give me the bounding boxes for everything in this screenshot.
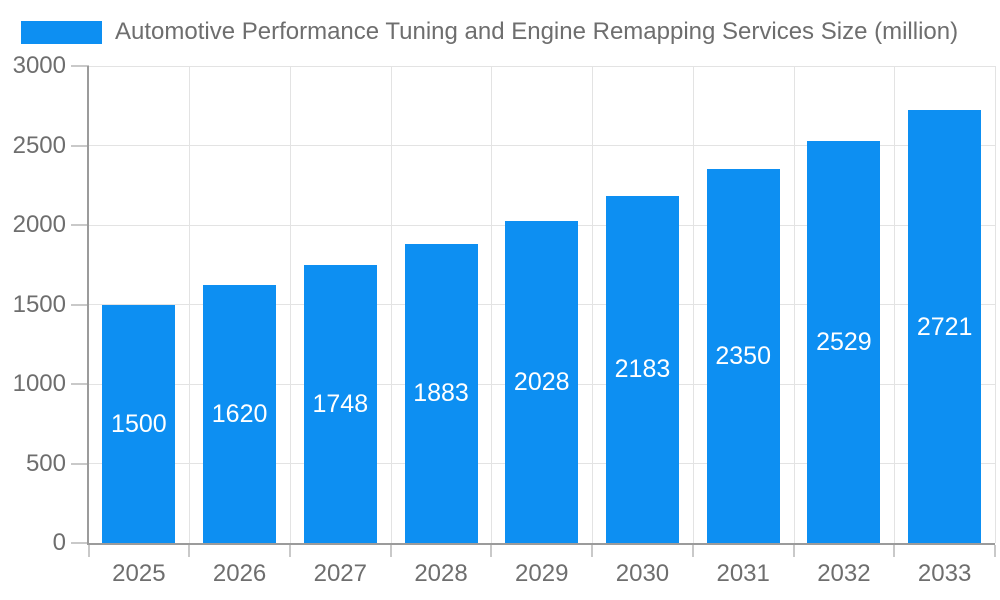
bar-value-label: 2721 [916, 312, 973, 341]
y-axis-label: 500 [25, 449, 66, 477]
bar-2029[interactable] [505, 220, 579, 543]
x-tick [188, 545, 190, 557]
y-tick [71, 224, 89, 226]
bar-value-label: 2529 [816, 327, 872, 356]
x-tick [88, 545, 90, 557]
y-tick [71, 383, 89, 385]
y-axis-label: 2000 [12, 211, 66, 238]
x-gridline [893, 66, 895, 543]
x-tick [692, 545, 694, 557]
x-axis-line [86, 543, 995, 545]
x-tick [591, 545, 593, 557]
bar-value-label: 1883 [413, 379, 469, 408]
bar-2028[interactable] [404, 243, 478, 543]
x-gridline [793, 66, 795, 543]
bar-value-label: 2350 [715, 342, 771, 371]
bar-2026[interactable] [203, 285, 277, 543]
y-tick [71, 542, 89, 544]
x-axis-label: 2031 [716, 560, 770, 587]
y-axis-label: 0 [52, 529, 66, 556]
x-axis-label: 2029 [515, 560, 569, 587]
bar-2025[interactable] [102, 304, 176, 543]
y-axis-label: 3000 [12, 52, 66, 79]
x-axis-label: 2032 [817, 560, 871, 587]
x-tick [490, 545, 492, 557]
y-axis-label: 1500 [12, 290, 66, 318]
y-tick [71, 462, 89, 465]
bar-value-label: 2183 [614, 355, 671, 384]
x-gridline [994, 66, 996, 543]
bar-2031[interactable] [706, 169, 780, 543]
y-tick [71, 65, 89, 67]
bar-value-label: 2028 [513, 367, 570, 396]
bar-2030[interactable] [605, 195, 679, 543]
y-tick [71, 303, 89, 306]
legend-item[interactable]: Automotive Performance Tuning and Engine… [21, 18, 958, 46]
x-gridline [289, 66, 291, 543]
x-tick [390, 545, 392, 557]
x-axis-label: 2026 [212, 560, 267, 587]
bar-value-label: 1500 [111, 409, 167, 438]
x-tick [793, 545, 795, 557]
legend-label: Automotive Performance Tuning and Engine… [115, 18, 959, 45]
x-axis-label: 2028 [414, 560, 468, 587]
y-axis-line [86, 66, 89, 543]
x-tick [994, 545, 996, 557]
y-axis-label: 1000 [12, 370, 66, 397]
x-gridline [490, 66, 492, 543]
x-gridline [188, 66, 190, 543]
y-axis-label: 2500 [12, 131, 66, 159]
x-axis-label: 2030 [615, 560, 670, 587]
x-axis-label: 2027 [313, 560, 367, 587]
bar-2033[interactable] [908, 110, 982, 543]
x-gridline [591, 66, 593, 543]
x-gridline [390, 66, 392, 543]
bar-value-label: 1748 [312, 390, 369, 419]
x-gridline [692, 66, 694, 543]
bar-value-label: 1620 [211, 400, 268, 429]
y-gridline [88, 145, 995, 146]
y-tick [71, 144, 89, 147]
x-tick [893, 545, 895, 557]
bar-2027[interactable] [303, 265, 377, 543]
x-axis-label: 2033 [917, 560, 972, 587]
x-tick [289, 545, 291, 557]
bar-2032[interactable] [807, 140, 881, 543]
legend-swatch [21, 20, 102, 44]
x-axis-label: 2025 [112, 560, 166, 587]
y-gridline [88, 65, 995, 67]
